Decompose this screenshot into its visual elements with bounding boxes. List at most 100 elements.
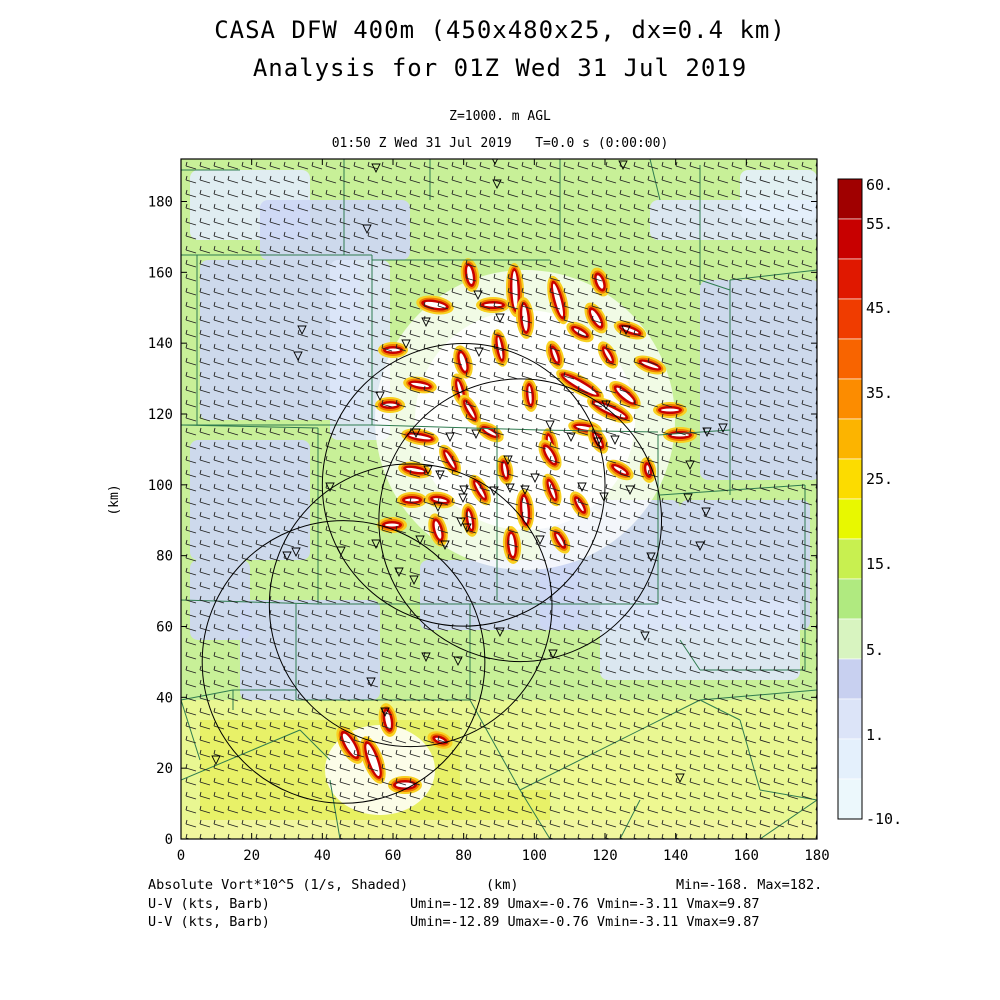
wind-barb bbox=[577, 203, 589, 212]
wind-barb bbox=[717, 427, 729, 436]
wind-barb bbox=[213, 679, 225, 688]
wind-barb bbox=[381, 217, 393, 226]
wind-barb bbox=[465, 721, 477, 730]
wind-barb bbox=[717, 231, 729, 240]
wind-barb bbox=[801, 539, 813, 548]
wind-barb bbox=[759, 259, 771, 268]
wind-barb bbox=[395, 637, 407, 646]
wind-barb bbox=[535, 357, 547, 366]
wind-barb bbox=[437, 721, 449, 730]
wind-barb bbox=[199, 301, 211, 310]
wind-barb bbox=[759, 329, 771, 338]
wind-barb bbox=[507, 525, 519, 534]
wind-barb bbox=[577, 175, 589, 184]
wind-barb bbox=[759, 665, 771, 674]
wind-barb bbox=[339, 399, 351, 408]
wind-barb bbox=[773, 189, 785, 198]
wind-barb bbox=[563, 175, 575, 184]
wind-barb bbox=[717, 385, 729, 394]
wind-barb bbox=[661, 175, 673, 184]
wind-barb bbox=[381, 665, 393, 674]
wind-barb bbox=[619, 693, 631, 702]
wind-barb bbox=[801, 735, 813, 744]
wind-barb bbox=[773, 679, 785, 688]
wind-barb bbox=[605, 567, 617, 576]
wind-barb bbox=[269, 595, 281, 604]
wind-barb bbox=[367, 777, 379, 786]
wind-barb bbox=[227, 707, 239, 716]
wind-barb bbox=[521, 763, 533, 772]
wind-barb bbox=[297, 567, 309, 576]
wind-barb bbox=[703, 399, 715, 408]
wind-barb bbox=[563, 203, 575, 212]
wind-barb bbox=[199, 581, 211, 590]
station-marker bbox=[325, 482, 335, 493]
wind-barb bbox=[199, 469, 211, 478]
wind-barb bbox=[731, 707, 743, 716]
wind-barb bbox=[325, 707, 337, 716]
wind-barb bbox=[465, 609, 477, 618]
wind-barb bbox=[325, 791, 337, 800]
station-marker bbox=[495, 627, 505, 638]
wind-barb bbox=[633, 315, 645, 324]
wind-barb bbox=[241, 497, 253, 506]
wind-barb bbox=[717, 805, 729, 814]
wind-barb bbox=[479, 371, 491, 380]
wind-barb bbox=[213, 483, 225, 492]
wind-barb bbox=[535, 301, 547, 310]
wind-barb bbox=[227, 651, 239, 660]
wind-barb bbox=[703, 735, 715, 744]
wind-barb bbox=[325, 427, 337, 436]
wind-barb bbox=[283, 371, 295, 380]
wind-barb bbox=[353, 707, 365, 716]
wind-barb bbox=[241, 511, 253, 520]
wind-barb bbox=[633, 231, 645, 240]
wind-barb bbox=[311, 721, 323, 730]
wind-barb bbox=[465, 763, 477, 772]
wind-barb bbox=[339, 315, 351, 324]
wind-barb bbox=[591, 231, 603, 240]
wind-barb bbox=[325, 805, 337, 814]
wind-barb bbox=[787, 189, 799, 198]
wind-barb bbox=[605, 175, 617, 184]
wind-barb bbox=[507, 441, 519, 450]
wind-barb bbox=[647, 819, 659, 828]
wind-barb bbox=[381, 231, 393, 240]
wind-barb bbox=[591, 399, 603, 408]
wind-barb bbox=[367, 665, 379, 674]
wind-barb bbox=[367, 399, 379, 408]
colorbar-swatch bbox=[837, 698, 863, 740]
wind-barb bbox=[549, 427, 561, 436]
wind-barb bbox=[437, 287, 449, 296]
wind-barb bbox=[493, 665, 505, 674]
wind-barb bbox=[395, 735, 407, 744]
wind-barb bbox=[353, 273, 365, 282]
vort-streak bbox=[663, 427, 697, 443]
wind-barb bbox=[647, 665, 659, 674]
wind-barb bbox=[311, 735, 323, 744]
wind-barb bbox=[241, 791, 253, 800]
x-tick-label: 140 bbox=[663, 848, 688, 864]
wind-barb bbox=[283, 231, 295, 240]
wind-barb bbox=[731, 441, 743, 450]
wind-barb bbox=[297, 679, 309, 688]
wind-barb bbox=[633, 651, 645, 660]
wind-barb bbox=[493, 301, 505, 310]
wind-barb bbox=[339, 567, 351, 576]
vort-streak bbox=[378, 703, 398, 737]
wind-barb bbox=[647, 217, 659, 226]
wind-barb bbox=[619, 539, 631, 548]
wind-barb bbox=[521, 189, 533, 198]
wind-barb bbox=[661, 315, 673, 324]
wind-barb bbox=[689, 343, 701, 352]
wind-barb bbox=[409, 413, 421, 422]
wind-barb bbox=[409, 637, 421, 646]
wind-barb bbox=[787, 763, 799, 772]
wind-barb bbox=[801, 357, 813, 366]
wind-barb bbox=[255, 259, 267, 268]
wind-barb bbox=[787, 357, 799, 366]
wind-barb bbox=[619, 287, 631, 296]
wind-barb bbox=[311, 259, 323, 268]
wind-barb bbox=[773, 749, 785, 758]
wind-barb bbox=[577, 553, 589, 562]
